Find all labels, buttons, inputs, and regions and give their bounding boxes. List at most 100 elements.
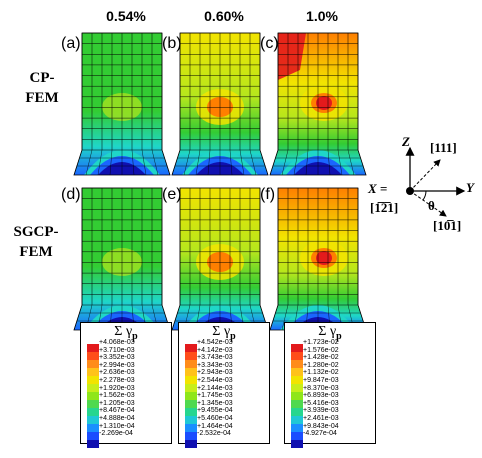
legend-value: +1.205e-03 bbox=[99, 399, 135, 407]
fem-outline bbox=[269, 32, 367, 176]
fem-contour-e bbox=[171, 187, 269, 331]
panel-d: (d) bbox=[61, 180, 172, 335]
direction-111-label: [111] bbox=[430, 140, 457, 155]
legend-swatch bbox=[185, 432, 197, 440]
axis-y-label: Y bbox=[466, 180, 474, 195]
legend-swatch bbox=[185, 376, 197, 384]
legend-swatch bbox=[87, 400, 99, 408]
legend-swatch bbox=[87, 392, 99, 400]
mesh-line bbox=[327, 149, 331, 176]
legend-swatch bbox=[87, 408, 99, 416]
panel-tag-b: (b) bbox=[162, 35, 182, 52]
legend-a: Σ γp +4.068e-03 +3.710e-03 +3.352e-03 +2.99… bbox=[80, 322, 172, 448]
legend-swatch bbox=[291, 408, 303, 416]
fem-contour-c bbox=[269, 32, 367, 176]
legend-swatch bbox=[87, 424, 99, 432]
legend-swatch bbox=[87, 344, 99, 352]
legend-value: +4.542e-03 bbox=[197, 339, 233, 346]
mesh-line bbox=[85, 149, 93, 176]
legend-value: +1.464e-04 bbox=[197, 422, 233, 430]
mesh-line bbox=[281, 149, 289, 176]
legend-swatch bbox=[185, 352, 197, 360]
fem-outline bbox=[171, 32, 269, 176]
legend-value: +1.132e-02 bbox=[303, 369, 339, 377]
mesh-line bbox=[229, 149, 233, 176]
strain-label-1: 0.54% bbox=[106, 8, 146, 24]
legend-swatch bbox=[87, 360, 99, 368]
coordinate-axes-icon bbox=[405, 146, 466, 217]
legend-swatch bbox=[291, 424, 303, 432]
legend-swatch bbox=[185, 424, 197, 432]
mesh-line bbox=[141, 149, 147, 176]
legend-value: +3.743e-03 bbox=[197, 354, 233, 362]
legend-value: +1.345e-03 bbox=[197, 399, 233, 407]
legend-value: +5.416e-03 bbox=[303, 399, 339, 407]
legend-value: +1.723e-02 bbox=[303, 339, 339, 346]
legend-value: +1.745e-03 bbox=[197, 392, 233, 400]
panel-c: (c) bbox=[260, 25, 368, 180]
legend-swatch bbox=[87, 368, 99, 376]
legend-swatches bbox=[185, 344, 197, 448]
direction-101-label: [10̅1] bbox=[433, 218, 462, 233]
fem-contour-a bbox=[73, 32, 171, 176]
legend-value: +3.710e-03 bbox=[99, 346, 135, 354]
legend-swatch bbox=[291, 392, 303, 400]
panel-tag-f: (f) bbox=[260, 186, 276, 203]
mesh-line bbox=[239, 149, 245, 176]
direction-x-label: [1̅2̅1] bbox=[370, 200, 399, 215]
legend-labels: +1.723e-02 +1.576e-02 +1.428e-02 +1.280e-02… bbox=[303, 339, 339, 438]
legend-value: +2.461e-03 bbox=[303, 414, 339, 422]
mesh-line bbox=[195, 149, 201, 176]
legend-value: +4.888e-04 bbox=[99, 414, 135, 422]
legend-swatch bbox=[87, 432, 99, 440]
legend-title: Σ γp bbox=[318, 324, 342, 342]
panel-tag-a: (a) bbox=[61, 35, 81, 52]
mesh-line bbox=[293, 149, 299, 176]
panel-tag-d: (d) bbox=[61, 186, 81, 203]
row-label-sgcp-line2: FEM bbox=[19, 244, 53, 260]
theta-label: θ bbox=[428, 198, 435, 213]
legend-swatch bbox=[185, 392, 197, 400]
fem-outline bbox=[73, 32, 171, 176]
legend-swatch bbox=[291, 416, 303, 424]
mesh-line bbox=[249, 149, 257, 176]
legend-swatch bbox=[185, 440, 197, 448]
legend-value: +4.142e-03 bbox=[197, 346, 233, 354]
legend-c: Σ γp +1.723e-02 +1.576e-02 +1.428e-02 +1.28… bbox=[284, 322, 376, 448]
mesh-line bbox=[183, 149, 191, 176]
legend-value: +1.428e-02 bbox=[303, 354, 339, 362]
legend-title: Σ γp bbox=[114, 324, 138, 342]
legend-value: +9.843e-04 bbox=[303, 422, 339, 430]
mesh-line bbox=[151, 149, 159, 176]
mesh-line bbox=[305, 149, 309, 176]
row-label-cp-fem: CP- FEM bbox=[14, 68, 70, 108]
legend-value: +6.893e-03 bbox=[303, 392, 339, 400]
legend-swatch bbox=[291, 384, 303, 392]
panel-f: (f) bbox=[260, 180, 368, 335]
legend-swatch bbox=[185, 416, 197, 424]
mesh-line bbox=[109, 149, 113, 176]
legend-b: Σ γp +4.542e-03 +4.142e-03 +3.743e-03 +3.34… bbox=[178, 322, 270, 448]
legend-swatch bbox=[291, 360, 303, 368]
row-label-sgcp-fem: SGCP- FEM bbox=[8, 222, 64, 262]
row-label-sgcp-line1: SGCP- bbox=[13, 224, 59, 240]
row-label-cp-line1: CP- bbox=[29, 70, 55, 86]
legend-swatch bbox=[291, 352, 303, 360]
mesh-line bbox=[337, 149, 343, 176]
coordinate-system: Z [111] Y X = [1̅2̅1] θ [10̅1] bbox=[360, 128, 480, 238]
legend-value: +2.994e-03 bbox=[99, 361, 135, 369]
panel-e: (e) bbox=[162, 180, 270, 335]
legend-value: +1.576e-02 bbox=[303, 346, 339, 354]
legend-value: +2.636e-03 bbox=[99, 369, 135, 377]
legend-value: +1.920e-03 bbox=[99, 384, 135, 392]
row-label-cp-line2: FEM bbox=[25, 90, 59, 106]
legend-swatch bbox=[291, 440, 303, 448]
legend-swatch bbox=[87, 440, 99, 448]
legend-value: +1.280e-02 bbox=[303, 361, 339, 369]
legend-value: +9.455e-04 bbox=[197, 407, 233, 415]
panel-a: (a) bbox=[61, 25, 172, 180]
legend-title: Σ γp bbox=[212, 324, 236, 342]
legend-value: +9.847e-03 bbox=[303, 376, 339, 384]
legend-value: +3.343e-03 bbox=[197, 361, 233, 369]
legend-value: +3.939e-03 bbox=[303, 407, 339, 415]
